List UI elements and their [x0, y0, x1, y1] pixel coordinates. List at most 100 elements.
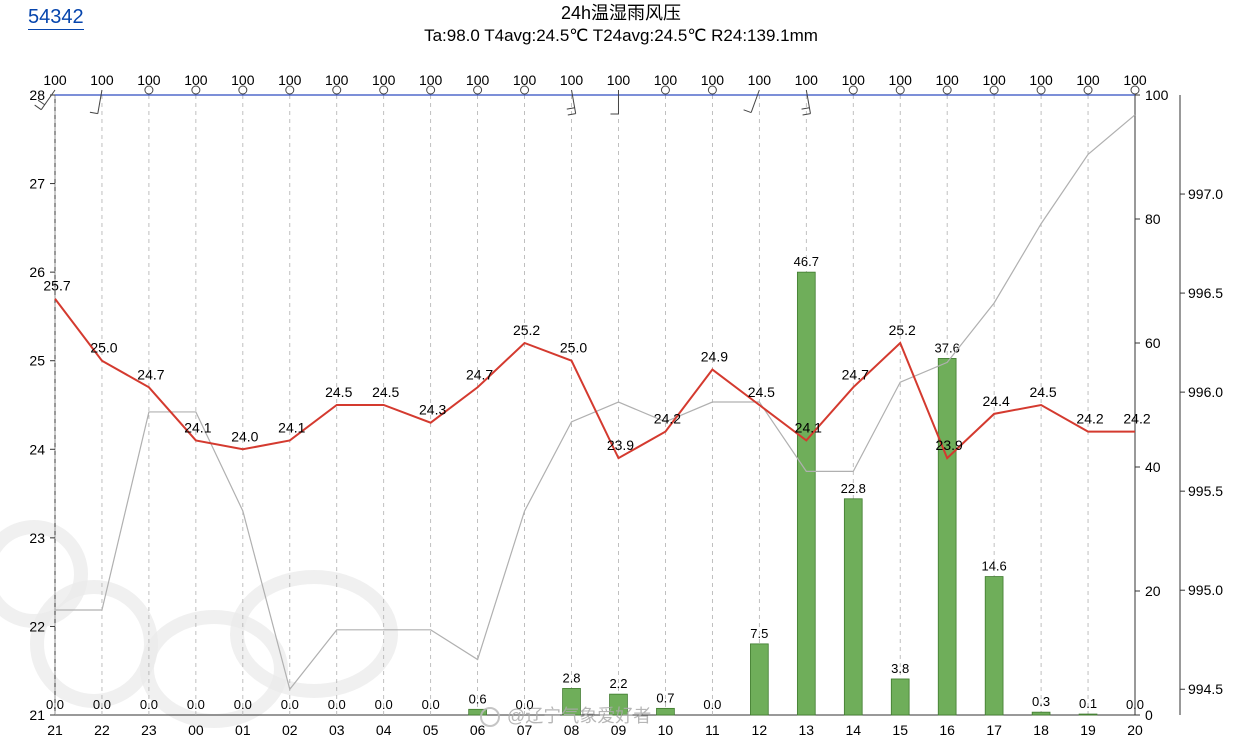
wind-barb: [806, 90, 810, 114]
wind-barb: [98, 90, 102, 114]
humidity-label: 100: [43, 72, 67, 88]
temp-value-label: 24.1: [278, 419, 305, 435]
rain-bar: [657, 708, 675, 715]
right-axis-tick: 60: [1145, 335, 1161, 351]
hour-label: 21: [47, 722, 63, 738]
right-axis-tick: 100: [1145, 87, 1169, 103]
rain-value-label: 2.8: [562, 670, 580, 685]
hour-label: 10: [658, 722, 674, 738]
rain-value-label: 0.0: [1126, 697, 1144, 712]
rain-bar: [1079, 714, 1097, 715]
temperature-line: [55, 299, 1135, 458]
rain-bar: [750, 644, 768, 715]
rain-bar: [1032, 712, 1050, 715]
hour-label: 01: [235, 722, 251, 738]
temp-value-label: 24.2: [1076, 411, 1103, 427]
rain-value-label: 22.8: [841, 481, 866, 496]
humidity-label: 100: [607, 72, 631, 88]
wind-barb: [572, 90, 576, 114]
rain-value-label: 0.0: [140, 697, 158, 712]
pressure-axis-tick: 997.0: [1188, 186, 1223, 202]
humidity-label: 100: [748, 72, 772, 88]
rain-bar: [938, 358, 956, 715]
rain-value-label: 14.6: [981, 559, 1006, 574]
temp-value-label: 25.0: [560, 340, 587, 356]
wind-barb: [751, 90, 759, 113]
weather-chart: 2122232425262728020406080100994.5995.099…: [0, 0, 1242, 746]
rain-bar: [985, 577, 1003, 715]
right-axis-tick: 40: [1145, 459, 1161, 475]
pressure-axis-tick: 994.5: [1188, 681, 1223, 697]
right-axis-tick: 0: [1145, 707, 1153, 723]
rain-value-label: 46.7: [794, 254, 819, 269]
rain-value-label: 37.6: [935, 340, 960, 355]
rain-value-label: 0.3: [1032, 694, 1050, 709]
watermark-text: @辽宁气象爱好者: [480, 702, 651, 728]
temp-value-label: 24.2: [654, 411, 681, 427]
hour-label: 00: [188, 722, 204, 738]
hour-label: 05: [423, 722, 439, 738]
rain-bar: [844, 499, 862, 715]
rain-value-label: 0.0: [93, 697, 111, 712]
right-axis-tick: 20: [1145, 583, 1161, 599]
humidity-label: 100: [560, 72, 584, 88]
hour-label: 20: [1127, 722, 1143, 738]
hour-label: 12: [752, 722, 768, 738]
left-axis-tick: 21: [29, 707, 45, 723]
rain-value-label: 0.0: [46, 697, 64, 712]
pressure-axis-tick: 996.5: [1188, 285, 1223, 301]
temp-value-label: 24.3: [419, 402, 446, 418]
left-axis-tick: 28: [29, 87, 45, 103]
temp-value-label: 24.7: [137, 366, 164, 382]
rain-value-label: 3.8: [891, 661, 909, 676]
hour-label: 19: [1080, 722, 1096, 738]
rain-value-label: 0.0: [328, 697, 346, 712]
temp-value-label: 24.4: [983, 393, 1010, 409]
humidity-label: 100: [795, 72, 819, 88]
rain-value-label: 0.0: [281, 697, 299, 712]
temp-value-label: 25.2: [513, 322, 540, 338]
wind-barb-feather: [567, 108, 575, 109]
temp-value-label: 24.7: [842, 366, 869, 382]
pressure-axis-tick: 995.0: [1188, 582, 1223, 598]
pressure-axis-tick: 996.0: [1188, 384, 1223, 400]
rain-value-label: 0.7: [656, 690, 674, 705]
left-axis-tick: 22: [29, 618, 45, 634]
pressure-axis-tick: 995.5: [1188, 483, 1223, 499]
left-axis-tick: 23: [29, 530, 45, 546]
humidity-label: 100: [90, 72, 114, 88]
hour-label: 22: [94, 722, 110, 738]
wind-barb-feather: [744, 110, 752, 113]
temp-value-label: 24.2: [1123, 411, 1150, 427]
pressure-line: [55, 115, 1135, 689]
rain-value-label: 0.0: [234, 697, 252, 712]
temp-value-label: 24.5: [1029, 384, 1056, 400]
temp-value-label: 23.9: [936, 437, 963, 453]
temp-value-label: 24.7: [466, 366, 493, 382]
right-axis-tick: 80: [1145, 211, 1161, 227]
rain-value-label: 0.1: [1079, 696, 1097, 711]
hour-label: 17: [986, 722, 1002, 738]
rain-bar: [797, 272, 815, 715]
left-axis-tick: 27: [29, 176, 45, 192]
rain-value-label: 0.0: [375, 697, 393, 712]
rain-value-label: 2.2: [609, 676, 627, 691]
wind-barb-feather: [803, 114, 811, 115]
temp-value-label: 23.9: [607, 437, 634, 453]
temp-value-label: 24.0: [231, 428, 258, 444]
temp-value-label: 24.1: [184, 419, 211, 435]
temp-value-label: 24.5: [748, 384, 775, 400]
wind-barb-feather: [568, 114, 576, 115]
temp-value-label: 25.2: [889, 322, 916, 338]
temp-value-label: 24.9: [701, 349, 728, 365]
rain-value-label: 0.0: [703, 697, 721, 712]
rain-value-label: 0.0: [187, 697, 205, 712]
temp-value-label: 24.5: [325, 384, 352, 400]
temp-value-label: 25.0: [90, 340, 117, 356]
temp-value-label: 25.7: [43, 278, 70, 294]
left-axis-tick: 24: [29, 441, 45, 457]
hour-label: 03: [329, 722, 345, 738]
rain-value-label: 0.0: [422, 697, 440, 712]
left-axis-tick: 25: [29, 353, 45, 369]
wind-barb-feather: [35, 105, 42, 110]
